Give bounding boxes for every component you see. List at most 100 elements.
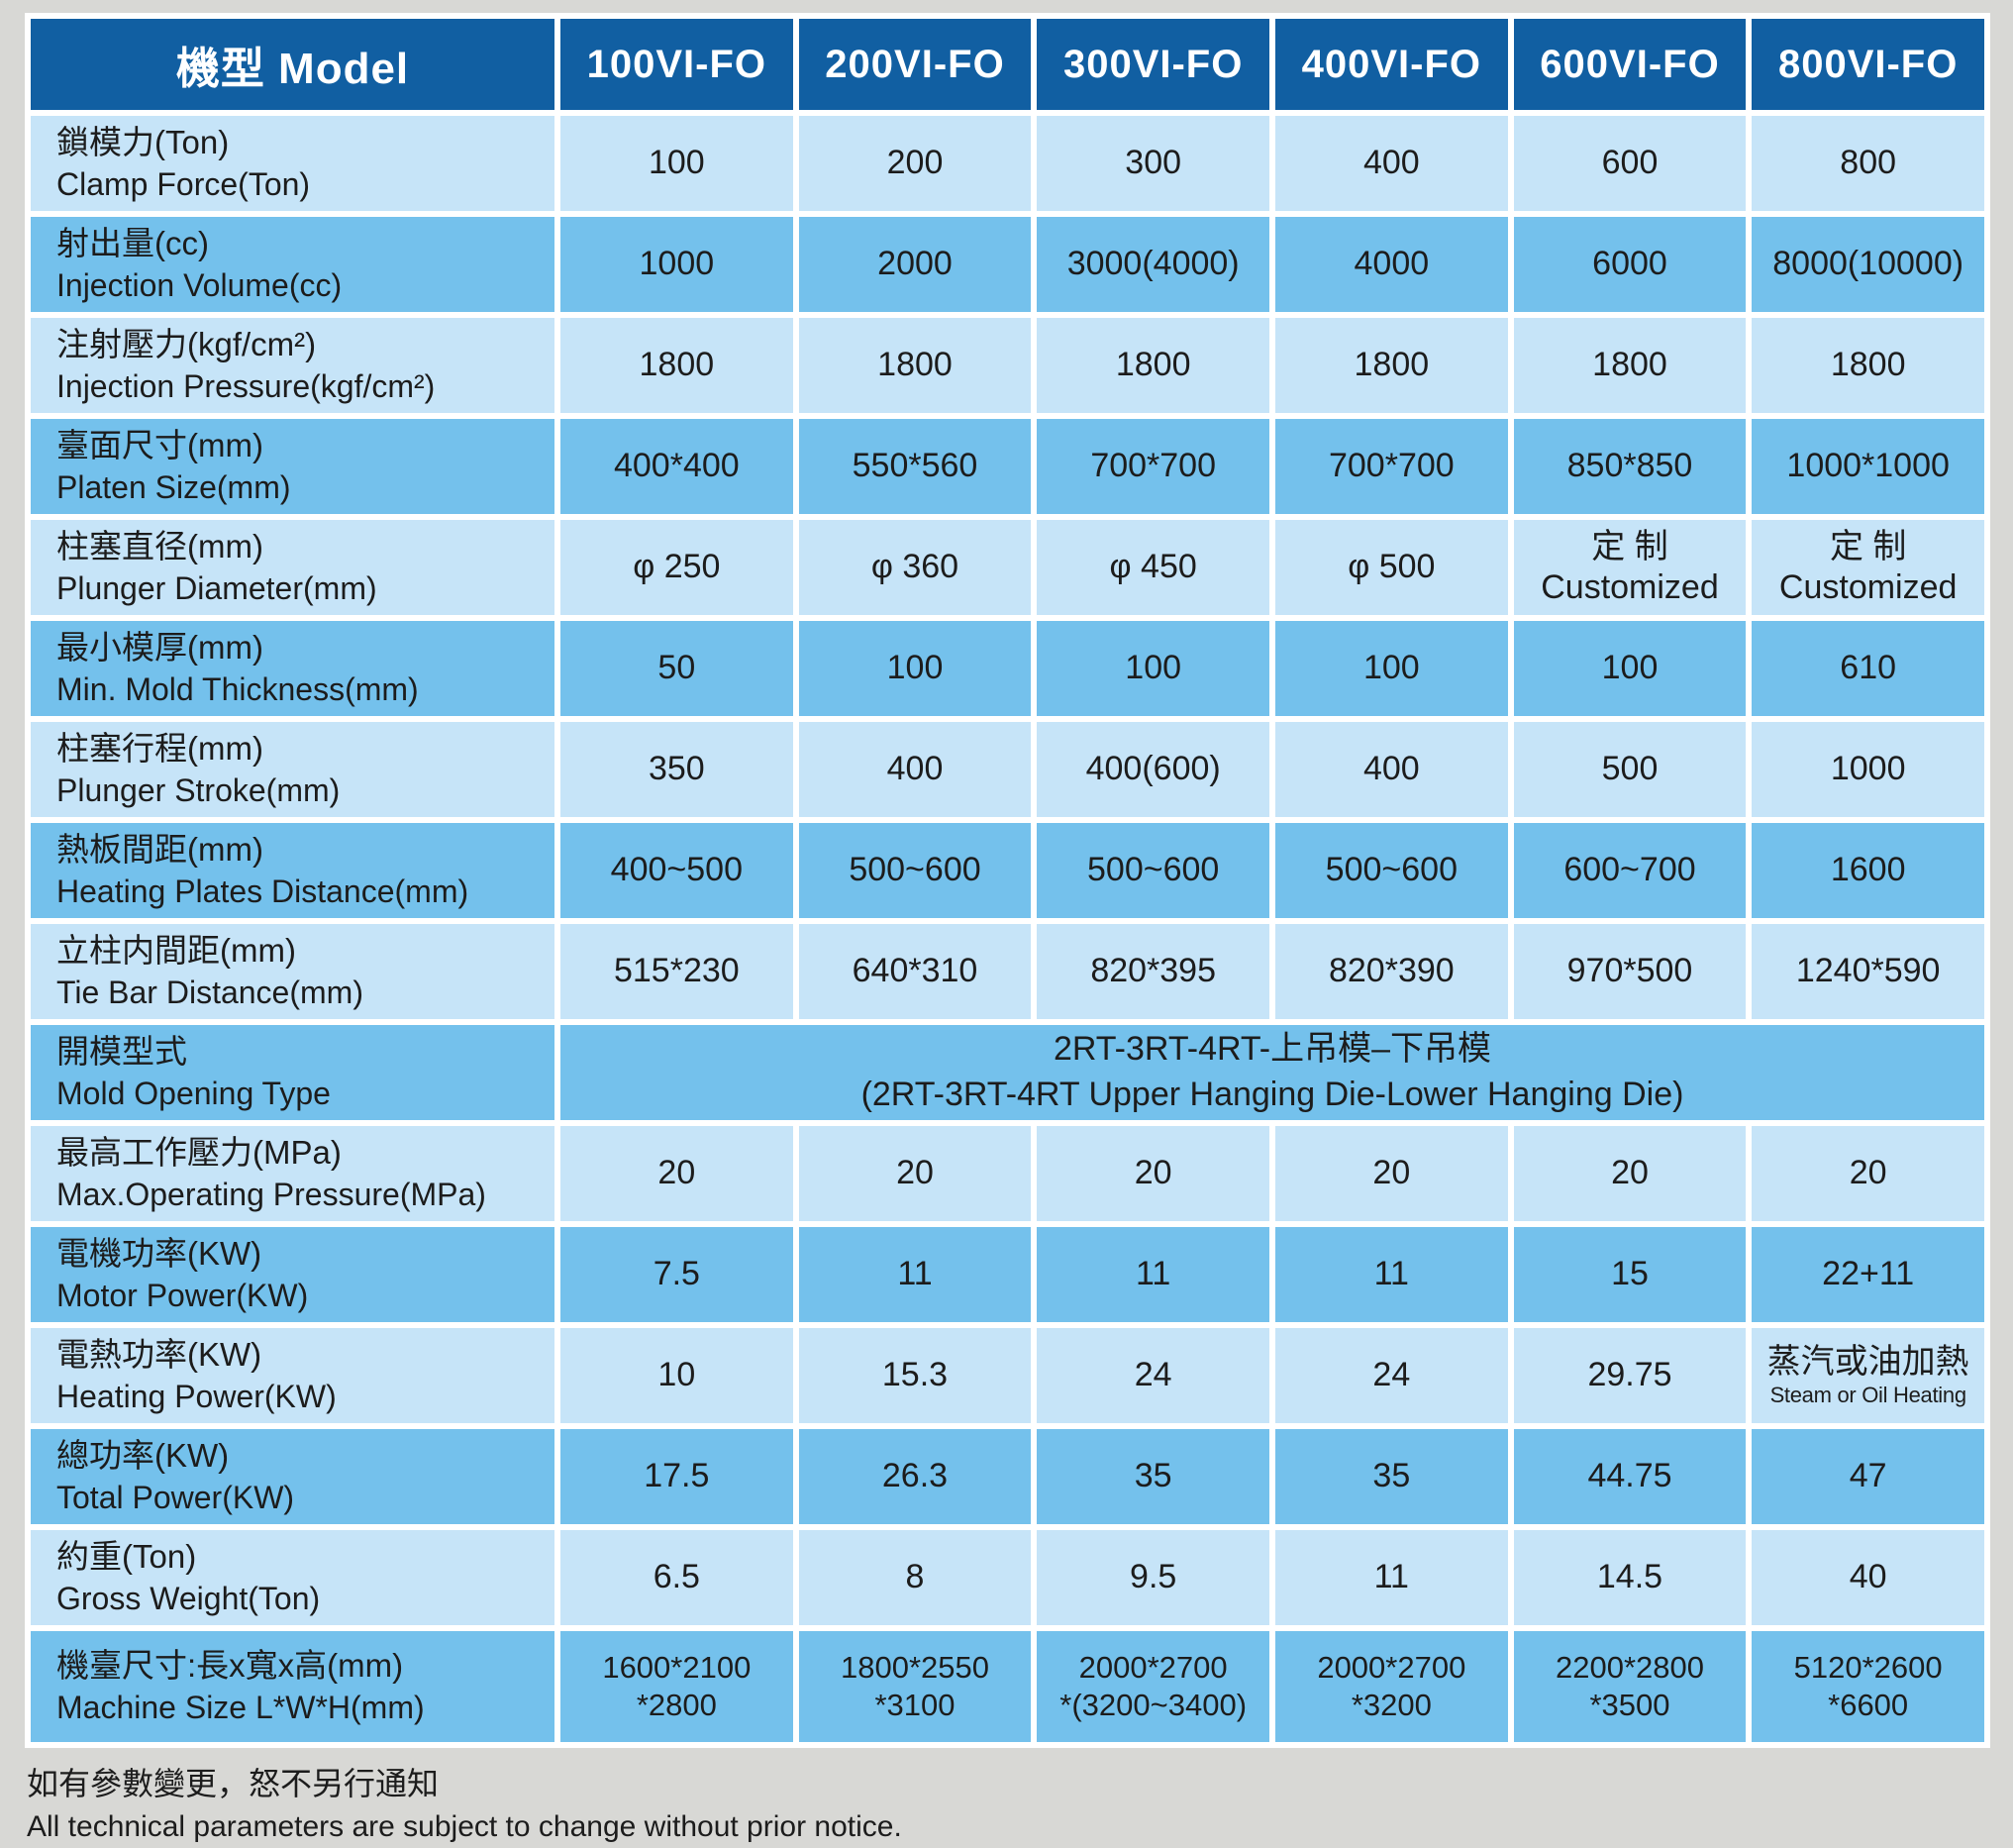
spec-value-cell: 300 [1037, 116, 1269, 211]
value-text: 4000 [1354, 245, 1430, 283]
value-text: 定 制 [1829, 527, 1907, 565]
spec-value-cell: 2000*2700 *(3200~3400) [1037, 1631, 1269, 1742]
value-text: 400 [1362, 750, 1420, 788]
spec-value-cell: 100 [1037, 621, 1269, 716]
spec-label-cell: 鎖模力(Ton) Clamp Force(Ton) [31, 116, 554, 211]
value-text: 640*310 [852, 952, 978, 990]
value-text: φ 360 [870, 548, 959, 586]
spec-value-cell: 4000 [1275, 217, 1508, 312]
label-en: Min. Mold Thickness(mm) [56, 670, 419, 707]
value-text: 100 [1125, 649, 1182, 687]
spec-value-cell: 550*560 [798, 419, 1032, 514]
value-text: 200 [886, 144, 944, 182]
spec-value-cell: 2000*2700 *3200 [1275, 1631, 1508, 1742]
value-text: 1000 [1830, 750, 1906, 788]
value-text: 1000 [639, 245, 715, 283]
value-text: 17.5 [644, 1457, 710, 1495]
value-text: 5120*2600 [1793, 1650, 1943, 1686]
label-en: Heating Plates Distance(mm) [56, 873, 469, 909]
footnote-zh: 如有參數變更，怒不另行通知 [27, 1766, 440, 1801]
spec-value-cell: 350 [560, 722, 793, 817]
value-text: 350 [648, 750, 705, 788]
spec-value-cell: 100 [1275, 621, 1508, 716]
spec-value-cell: 2200*2800 *3500 [1513, 1631, 1747, 1742]
spec-value-cell: 定 制 Customized [1513, 520, 1747, 615]
value-text: 700*700 [1090, 447, 1216, 485]
spec-label-cell: 約重(Ton) Gross Weight(Ton) [31, 1530, 554, 1625]
value-text: 1800 [877, 346, 953, 384]
value-text: 15 [1611, 1255, 1649, 1293]
spec-value-cell: 500~600 [1275, 823, 1508, 918]
spec-value-cell: 800 [1752, 116, 1984, 211]
spec-value-cell: 15.3 [798, 1328, 1032, 1423]
spec-value-cell: 11 [1275, 1530, 1508, 1625]
spec-value-cell: 26.3 [798, 1429, 1032, 1524]
value-text: 11 [1373, 1255, 1409, 1293]
spec-value-cell: 11 [1037, 1227, 1269, 1322]
spec-value-cell: 5120*2600 *6600 [1752, 1631, 1984, 1742]
label-en: Tie Bar Distance(mm) [56, 974, 363, 1010]
label-en: Max.Operating Pressure(MPa) [56, 1176, 486, 1212]
spec-value-cell: 1800 [560, 318, 793, 413]
model-header-cell: 機型 Model [31, 19, 554, 110]
spec-value-cell: 20 [560, 1126, 793, 1221]
label-zh: 最高工作壓力(MPa) [56, 1134, 342, 1172]
spec-value-cell: 8000(10000) [1752, 217, 1984, 312]
spec-value-cell: 2000 [798, 217, 1032, 312]
spec-value-cell: 20 [1513, 1126, 1747, 1221]
value-text: 400 [1362, 144, 1420, 182]
value-text: 600~700 [1563, 851, 1696, 889]
spec-label-cell: 臺面尺寸(mm) Platen Size(mm) [31, 419, 554, 514]
spec-label-cell: 立柱内間距(mm) Tie Bar Distance(mm) [31, 924, 554, 1019]
value-text: 2000*2700 [1078, 1650, 1228, 1686]
label-zh: 開模型式 [56, 1033, 187, 1071]
label-zh: 電熱功率(KW) [56, 1336, 262, 1374]
value-text: 850*850 [1566, 447, 1693, 485]
spec-value-cell: 400 [798, 722, 1032, 817]
value-text: 蒸汽或油加熱 [1766, 1342, 1969, 1381]
spec-value-cell: 600~700 [1513, 823, 1747, 918]
value-text: 1800*2550 [840, 1650, 989, 1686]
value-text: 2200*2800 [1555, 1650, 1704, 1686]
value-text: 1000*1000 [1786, 447, 1950, 485]
label-en: Platen Size(mm) [56, 468, 291, 505]
label-zh: 最小模厚(mm) [56, 629, 263, 667]
mold-opening-span-cell: 2RT-3RT-4RT-上吊模–下吊模 (2RT-3RT-4RT Upper Ha… [560, 1025, 1984, 1120]
value-text: 2000 [877, 245, 953, 283]
value-text: 2RT-3RT-4RT-上吊模–下吊模 [1053, 1030, 1492, 1069]
value-text: *(3200~3400) [1059, 1688, 1248, 1722]
spec-value-cell: 10 [560, 1328, 793, 1423]
spec-value-cell: 24 [1275, 1328, 1508, 1423]
value-text: 35 [1134, 1457, 1172, 1495]
value-text: 500~600 [849, 851, 981, 889]
label-en: Plunger Stroke(mm) [56, 771, 341, 808]
spec-value-cell: 100 [560, 116, 793, 211]
value-text: 100 [1362, 649, 1420, 687]
value-text: 1240*590 [1795, 952, 1941, 990]
spec-value-cell: 1800*2550 *3100 [798, 1631, 1032, 1742]
value-text: 100 [648, 144, 705, 182]
value-text: 20 [896, 1154, 934, 1192]
spec-value-cell: 1240*590 [1752, 924, 1984, 1019]
spec-value-cell: 200 [798, 116, 1032, 211]
spec-value-cell: 500~600 [798, 823, 1032, 918]
value-text: 47 [1849, 1457, 1887, 1495]
value-text: 500~600 [1087, 851, 1220, 889]
value-text: 24 [1372, 1356, 1411, 1394]
spec-value-cell: 3000(4000) [1037, 217, 1269, 312]
label-en: Injection Volume(cc) [56, 266, 343, 303]
value-text: *6600 [1828, 1688, 1909, 1722]
spec-value-cell: 50 [560, 621, 793, 716]
spec-value-cell: 6000 [1513, 217, 1747, 312]
spec-value-cell: 1800 [1037, 318, 1269, 413]
value-text-en: Steam or Oil Heating [1769, 1383, 1967, 1408]
label-en: Total Power(KW) [56, 1479, 295, 1515]
spec-value-cell: 20 [1037, 1126, 1269, 1221]
value-text: 10 [657, 1356, 696, 1394]
label-en: Motor Power(KW) [56, 1277, 309, 1313]
value-text: φ 450 [1109, 548, 1197, 586]
value-text: 20 [657, 1154, 696, 1192]
spec-value-cell: 820*395 [1037, 924, 1269, 1019]
value-text: 400~500 [610, 851, 743, 889]
